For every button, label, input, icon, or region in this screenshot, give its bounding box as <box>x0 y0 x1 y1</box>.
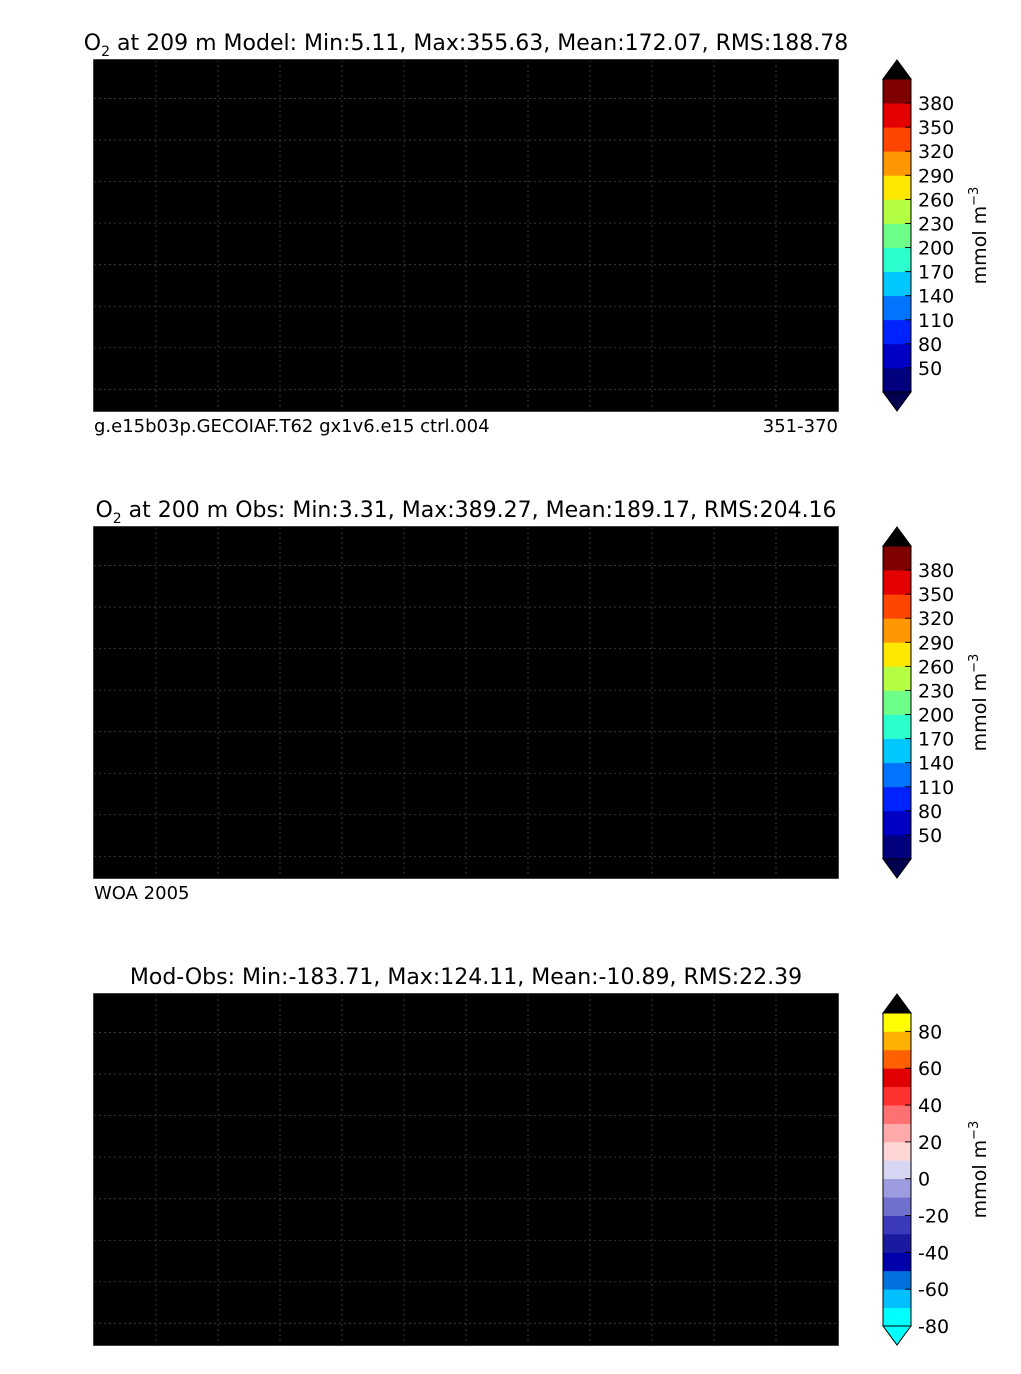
graticule <box>94 60 838 411</box>
map-frame <box>93 526 839 879</box>
map-frame <box>93 59 839 412</box>
map-panel-2 <box>93 526 839 879</box>
graticule <box>94 527 838 878</box>
ocean-field <box>94 527 838 878</box>
ocean-field <box>94 60 838 411</box>
map-panel-3 <box>93 993 839 1346</box>
ocean-field <box>94 994 838 1345</box>
map-panel-1 <box>93 59 839 412</box>
